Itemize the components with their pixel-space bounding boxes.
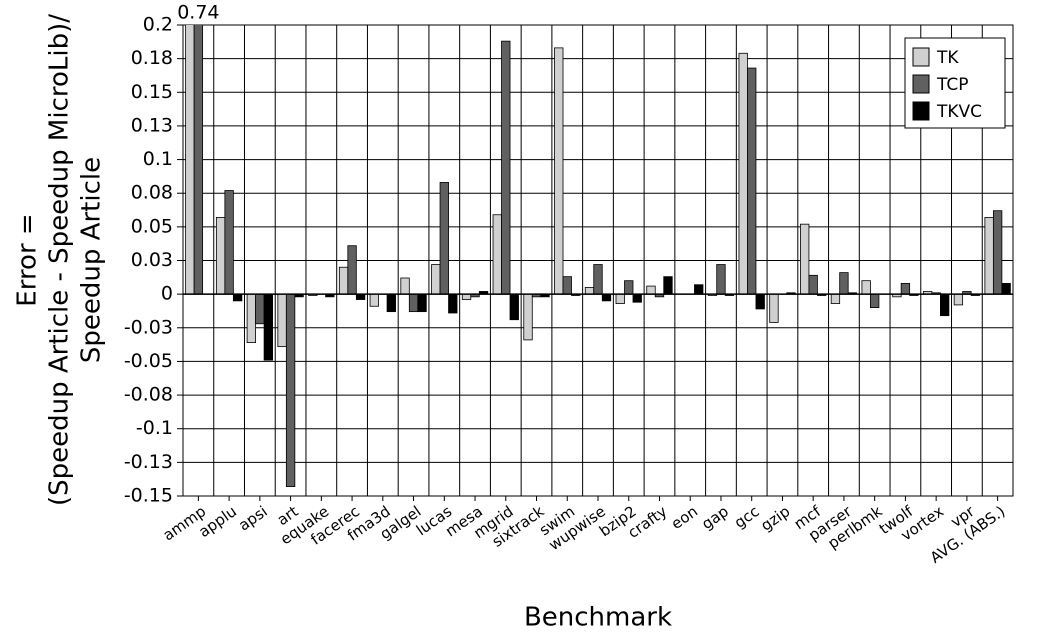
bar	[632, 293, 642, 303]
bar	[1001, 282, 1011, 295]
bar	[716, 264, 726, 295]
bar	[246, 293, 257, 343]
bar	[400, 277, 410, 295]
bar	[224, 190, 234, 295]
legend-swatch	[912, 74, 930, 94]
bar	[215, 217, 226, 295]
legend-swatch	[912, 101, 930, 121]
y-tick-label: 0	[161, 283, 173, 305]
y-tick-label: -0.03	[124, 316, 173, 338]
bar	[593, 264, 603, 295]
x-tick-label: gap	[698, 502, 731, 533]
bar	[355, 293, 366, 300]
bar	[509, 293, 519, 321]
bar	[461, 293, 472, 300]
bar	[939, 293, 950, 317]
bar	[386, 293, 396, 313]
y-tick-label: 0.15	[131, 81, 173, 103]
bar	[984, 217, 994, 295]
y-axis-label-line: (Speedup Article - Speedup MicroLib)/	[45, 14, 75, 506]
bar	[263, 293, 274, 361]
bar	[185, 25, 195, 295]
legend-swatch	[912, 47, 930, 67]
legend-label: TK	[936, 48, 959, 68]
y-tick-label: 0.18	[131, 47, 173, 69]
y-tick-label: -0.13	[124, 451, 173, 473]
value-label: 0.74	[177, 2, 219, 24]
bar	[369, 293, 379, 307]
bar	[755, 293, 765, 310]
bar	[992, 210, 1003, 295]
y-tick-label: -0.05	[124, 350, 173, 372]
bar	[800, 223, 810, 295]
bar	[870, 293, 880, 308]
y-tick-label: -0.08	[124, 384, 173, 406]
bar	[431, 264, 441, 295]
bar	[861, 280, 871, 295]
bar	[554, 47, 564, 295]
y-axis-label-line: Error =	[13, 213, 43, 306]
x-tick-label: gcc	[731, 502, 763, 532]
bars	[185, 25, 1011, 487]
y-tick-label: 0.13	[131, 114, 173, 136]
y-axis-label: Error = (Speedup Article - Speedup Micro…	[13, 14, 107, 506]
bar	[663, 276, 673, 295]
bar	[694, 284, 704, 295]
y-tick-label: 0.03	[131, 249, 173, 271]
bar	[584, 287, 595, 295]
y-tick-label: 0.05	[131, 215, 173, 237]
bar	[501, 40, 511, 295]
y-tick-label: 0.08	[131, 182, 173, 204]
x-tick-label: gzip	[758, 502, 794, 535]
bar	[338, 266, 349, 295]
bar	[601, 293, 612, 302]
y-tick-label: 0.2	[143, 14, 173, 36]
bar	[523, 293, 533, 341]
bar	[808, 274, 818, 295]
bar	[830, 293, 841, 304]
bar	[255, 293, 265, 325]
bar	[953, 293, 964, 306]
bar	[646, 285, 656, 295]
bar	[900, 282, 911, 295]
bar	[285, 293, 296, 487]
bar	[417, 293, 427, 313]
bar	[193, 25, 204, 295]
x-tick-label: eon	[668, 502, 701, 533]
bar	[232, 293, 243, 302]
legend-label: TKVC	[936, 102, 982, 122]
bar	[747, 67, 757, 295]
bar	[448, 293, 458, 314]
bar	[277, 293, 287, 348]
bar	[492, 214, 502, 295]
y-axis-label-line: Speedup Article	[77, 157, 107, 363]
bar	[839, 272, 849, 295]
x-tick-label: apsi	[235, 502, 270, 534]
bar	[562, 276, 572, 295]
y-tick-label: -0.15	[124, 485, 173, 507]
bar	[738, 52, 748, 295]
y-tick-label: 0.1	[143, 148, 173, 170]
bar	[624, 280, 634, 295]
legend-label: TCP	[936, 75, 969, 95]
y-tick-label: -0.1	[136, 417, 173, 439]
bar	[347, 245, 357, 295]
bar	[439, 182, 449, 295]
bar	[769, 293, 779, 323]
x-axis-label: Benchmark	[524, 603, 672, 633]
bar	[615, 293, 625, 304]
bar	[408, 293, 419, 313]
